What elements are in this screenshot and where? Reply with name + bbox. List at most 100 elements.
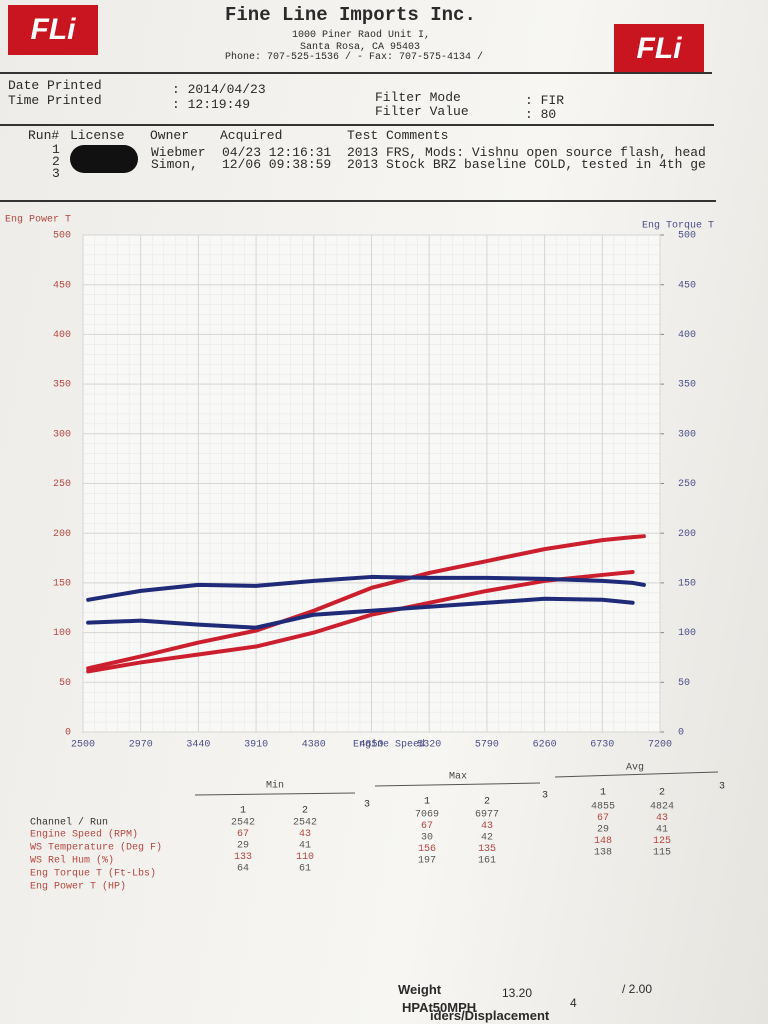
stat-value: 138 [594, 848, 612, 859]
rule [0, 124, 714, 126]
x-tick-label: 3440 [186, 740, 210, 751]
y-tick-label: 0 [65, 728, 71, 739]
runs-header: Acquired [220, 128, 283, 143]
y2-tick-label: 500 [678, 231, 696, 242]
stat-value: 29 [597, 825, 609, 836]
run-header: 1 [424, 797, 430, 808]
label: Time Printed [8, 93, 102, 108]
stat-value: 67 [421, 821, 433, 832]
group-header: Max [449, 772, 467, 783]
row-label: WS Temperature (Deg F) [30, 842, 162, 854]
series-line [86, 534, 646, 671]
footer-label: HPAt50MPH [402, 1000, 477, 1015]
runs-cell: 1 [52, 142, 60, 157]
y2-tick-label: 200 [678, 529, 696, 540]
x-tick-label: 3910 [244, 740, 268, 751]
stat-value: 41 [299, 841, 311, 852]
stat-value: 6977 [475, 810, 499, 821]
y2-tick-label: 250 [678, 479, 696, 490]
y2-tick-label: 300 [678, 429, 696, 440]
footer-value: 4 [570, 996, 577, 1010]
y-tick-label: 100 [53, 628, 71, 639]
stat-value: 43 [481, 821, 493, 832]
runs-cell: 04/23 12:16:31 [222, 145, 332, 160]
value: : FIR [525, 93, 565, 108]
x-tick-label: 2500 [71, 740, 95, 751]
stat-value: 110 [296, 852, 314, 863]
y-axis-label: Eng Power T [5, 215, 71, 226]
y-tick-label: 350 [53, 380, 71, 391]
redaction [70, 145, 138, 173]
x-tick-label: 5320 [417, 740, 441, 751]
stat-value: 29 [237, 841, 249, 852]
runs-cell: 2013 Stock BRZ baseline COLD, tested in … [347, 157, 706, 172]
y-tick-label: 50 [59, 678, 71, 689]
rule [0, 72, 712, 74]
runs-header: Run# [28, 128, 60, 143]
stat-value: 197 [418, 856, 436, 867]
series-line [86, 574, 646, 602]
x-tick-label: 6260 [533, 740, 557, 751]
y2-tick-label: 350 [678, 380, 696, 391]
runs-header: Owner [150, 128, 190, 143]
x-tick-label: 4380 [302, 740, 326, 751]
stat-value: 41 [656, 825, 668, 836]
run-header: 3 [542, 791, 548, 802]
row-label: Engine Speed (RPM) [30, 829, 138, 841]
runs-cell: 2 [52, 154, 60, 169]
run-header: 3 [364, 800, 370, 811]
runs-header: Test Comments [347, 128, 449, 143]
x-tick-label: 5790 [475, 740, 499, 751]
footer-label: iders/Displacement [430, 1008, 550, 1023]
stat-value: 161 [478, 856, 496, 867]
stat-value: 7069 [415, 810, 439, 821]
label: Filter Mode [375, 90, 461, 105]
stat-value: 133 [234, 852, 252, 863]
runs-cell: Simon, [151, 157, 198, 172]
y-tick-label: 500 [53, 231, 71, 242]
phone: Phone: 707-525-1536 / - Fax: 707-575-413… [225, 52, 484, 63]
company: Fine Line Imports Inc. [225, 4, 476, 26]
stat-value: 64 [237, 864, 249, 875]
x-tick-label: 4850 [359, 740, 383, 751]
rule [554, 771, 719, 778]
y2-tick-label: 100 [678, 628, 696, 639]
y2-tick-label: 150 [678, 579, 696, 590]
stat-value: 30 [421, 833, 433, 844]
stat-value: 67 [237, 829, 249, 840]
run-header: 1 [600, 788, 606, 799]
value: : 2014/04/23 [172, 82, 266, 97]
runs-cell: 3 [52, 166, 60, 181]
row-label: Eng Torque T (Ft-Lbs) [30, 868, 156, 880]
rule [374, 782, 541, 787]
value: : 12:19:49 [172, 97, 251, 112]
y2-tick-label: 450 [678, 280, 696, 291]
row-label: Eng Power T (HP) [30, 881, 126, 893]
row-header: Channel / Run [30, 817, 108, 829]
logo: FLi [8, 5, 98, 55]
runs-cell: Wiebmer [151, 145, 206, 160]
logo: FLi [614, 24, 704, 74]
stat-value: 148 [594, 836, 612, 847]
run-header: 3 [719, 782, 725, 793]
stat-value: 43 [299, 829, 311, 840]
runs-cell: 2013 FRS, Mods: Vishnu open source flash… [347, 145, 706, 160]
y-tick-label: 300 [53, 429, 71, 440]
stat-value: 135 [478, 844, 496, 855]
run-header: 1 [240, 806, 246, 817]
row-label: WS Rel Hum (%) [30, 855, 114, 867]
y-tick-label: 400 [53, 330, 71, 341]
x-tick-label: 7200 [648, 740, 672, 751]
address: 1000 Piner Raod Unit I, [292, 30, 431, 41]
rule [0, 200, 716, 202]
x-tick-label: 6730 [590, 740, 614, 751]
y2-axis-label: Eng Torque T [642, 221, 714, 232]
group-header: Avg [626, 763, 644, 774]
y2-tick-label: 50 [678, 678, 690, 689]
runs-cell: 12/06 09:38:59 [222, 157, 332, 172]
label: Filter Value [375, 104, 469, 119]
address: Santa Rosa, CA 95403 [300, 42, 421, 53]
run-header: 2 [302, 806, 308, 817]
